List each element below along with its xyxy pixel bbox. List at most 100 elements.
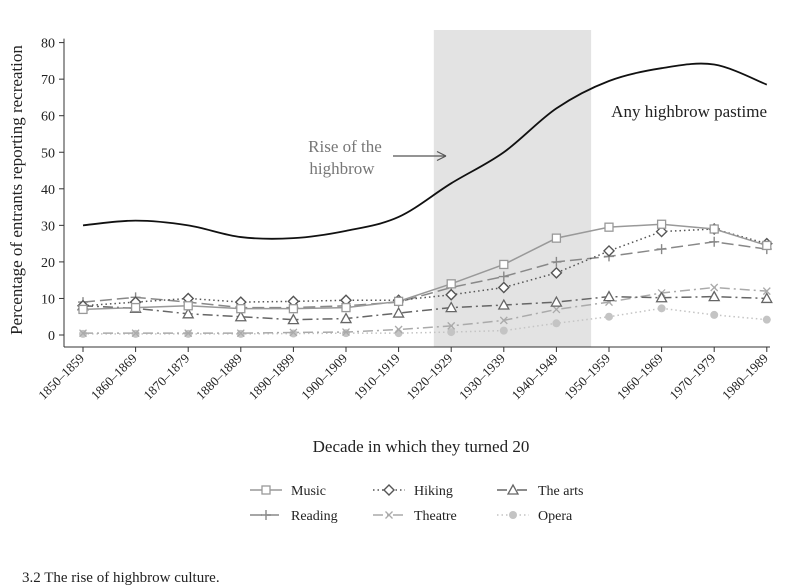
point-music <box>236 304 246 314</box>
point-reading <box>709 236 720 247</box>
legend-label-music: Music <box>291 484 326 499</box>
series-line-music <box>82 223 768 311</box>
point-reading <box>551 256 562 267</box>
point-music <box>288 304 299 314</box>
point-the-arts <box>550 295 563 307</box>
legend-marker-the-arts <box>506 483 520 495</box>
point-music <box>551 233 562 243</box>
x-tick-label: 1970–1979 <box>666 351 718 403</box>
point-music <box>130 302 141 313</box>
point-theatre <box>447 321 456 330</box>
point-theatre <box>342 328 350 337</box>
y-tick-label: 70 <box>41 73 55 88</box>
point-the-arts <box>392 306 405 318</box>
point-the-arts <box>760 292 773 304</box>
point-hiking <box>603 244 615 257</box>
x-tick-label: 1920–1929 <box>403 351 455 403</box>
point-music <box>393 296 404 307</box>
shaded-region-layer <box>433 30 592 347</box>
x-tick-label: 1850–1859 <box>35 351 87 403</box>
point-opera <box>447 328 456 337</box>
legend-marker-opera <box>509 511 517 519</box>
series-line-hiking <box>82 228 768 307</box>
y-tick-label: 30 <box>41 219 55 234</box>
point-music <box>762 240 772 251</box>
point-hiking <box>445 288 458 301</box>
point-the-arts <box>445 301 458 313</box>
series-line-reading <box>82 241 767 309</box>
point-the-arts <box>287 313 300 325</box>
legend-marker-theatre <box>385 511 393 519</box>
point-reading <box>656 244 667 255</box>
figure-caption: 3.2 The rise of highbrow culture. <box>22 570 220 586</box>
any-highbrow-series-label: Any highbrow pastime <box>611 102 767 121</box>
point-theatre <box>552 305 561 314</box>
point-theatre <box>710 283 719 292</box>
legend-label-hiking: Hiking <box>414 484 453 499</box>
point-music <box>183 301 193 311</box>
legend-label-reading: Reading <box>291 509 338 524</box>
point-music <box>341 302 351 313</box>
rise-of-highbrow-annotation-line2: highbrow <box>309 159 375 178</box>
series-any-highbrow-pastime <box>82 62 768 240</box>
point-opera <box>657 304 666 313</box>
series-line-any-highbrow-pastime <box>82 62 768 240</box>
point-the-arts <box>655 291 668 303</box>
series-layer <box>76 62 773 338</box>
shaded-region <box>433 30 592 347</box>
legend-item-the-arts: The arts <box>497 483 583 499</box>
legend-marker-hiking <box>383 484 395 496</box>
legend-item-music: Music <box>250 484 326 499</box>
point-opera <box>762 315 771 324</box>
point-hiking <box>497 281 510 294</box>
series-the-arts <box>76 290 773 325</box>
legend-item-reading: Reading <box>250 509 338 524</box>
point-music <box>656 219 667 229</box>
legend-marker-music <box>261 485 271 495</box>
point-opera <box>499 326 508 335</box>
point-theatre <box>289 328 298 337</box>
point-theatre <box>762 287 771 296</box>
point-the-arts <box>339 312 353 324</box>
legend-marker-reading <box>261 510 271 520</box>
point-reading <box>498 271 509 282</box>
point-music <box>499 259 509 270</box>
series-line-the-arts <box>82 295 767 321</box>
point-theatre <box>499 316 508 325</box>
point-the-arts <box>602 290 616 302</box>
point-opera <box>605 312 613 321</box>
point-theatre <box>394 325 403 334</box>
point-theatre <box>236 329 245 338</box>
series-line-theatre <box>83 286 767 334</box>
point-opera <box>710 310 719 319</box>
series-line-opera <box>83 307 767 335</box>
y-tick-label: 40 <box>41 183 55 198</box>
legend-label-theatre: Theatre <box>414 509 457 524</box>
point-music <box>604 222 614 232</box>
y-tick-label: 80 <box>41 37 55 52</box>
point-music <box>78 304 88 315</box>
x-axis-title: Decade in which they turned 20 <box>313 437 530 456</box>
point-opera <box>342 329 350 338</box>
point-the-arts <box>708 290 721 302</box>
point-music <box>446 279 456 289</box>
rise-of-highbrow-annotation-line1: Rise of the <box>308 137 382 156</box>
series-music <box>78 219 772 315</box>
y-tick-label: 60 <box>41 110 55 125</box>
x-tick-label: 1910–1919 <box>351 351 403 403</box>
annotation-arrow <box>393 150 447 162</box>
y-tick-label: 10 <box>41 292 55 307</box>
x-tick-label: 1900–1909 <box>298 351 350 403</box>
y-axis-title: Percentage of entrants reporting recreat… <box>7 45 26 335</box>
legend-label-the-arts: The arts <box>538 484 583 499</box>
point-the-arts <box>234 310 247 322</box>
x-tick-label: 1890–1899 <box>246 351 298 403</box>
x-tick-label: 1870–1879 <box>140 351 192 403</box>
legend-item-theatre: Theatre <box>373 509 457 524</box>
y-tick-label: 20 <box>41 256 55 271</box>
legend-item-hiking: Hiking <box>373 484 453 499</box>
series-reading <box>78 236 772 313</box>
point-theatre <box>184 329 193 338</box>
x-tick-label: 1880–1889 <box>193 351 245 403</box>
